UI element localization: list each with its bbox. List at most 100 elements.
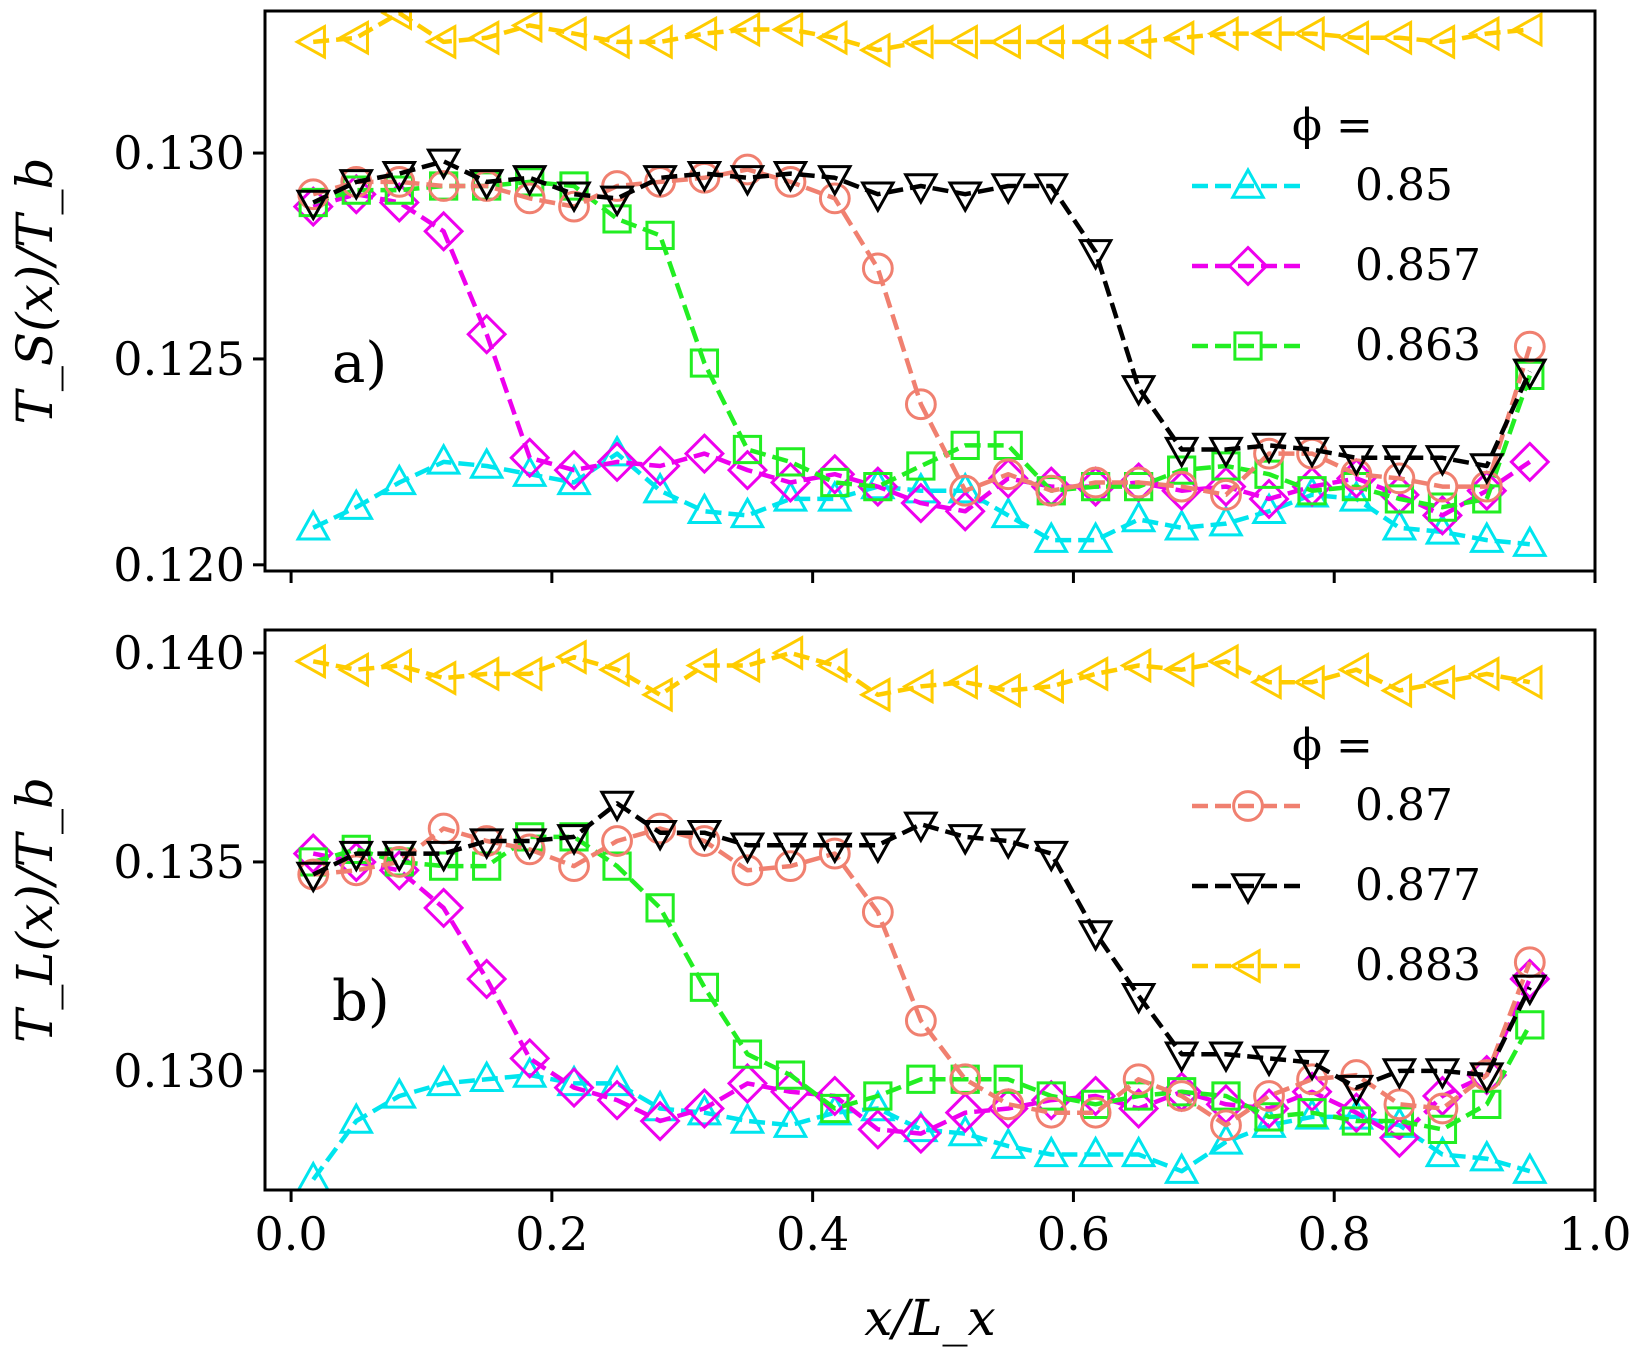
legend-label-phi-087-b: 0.87 [1355, 780, 1453, 831]
point-phi-0877-a-2 [381, 160, 418, 193]
point-phi-087-a-18 [1079, 466, 1112, 499]
panel-a: 0.120 0.125 0.130 T_S(x)/T_b a) ϕ = 0.85 0.… [6, 9, 1597, 592]
point-phi-087-a-16 [992, 458, 1025, 491]
x-ticks-b: 0.0 0.2 0.4 0.6 0.8 1.0 [255, 1190, 1632, 1261]
point-phi-0877-a-16 [990, 173, 1026, 206]
point-phi-085-b-7 [599, 1064, 635, 1097]
point-phi-0877-a-6 [556, 181, 592, 214]
point-phi-0883-b-14 [901, 668, 934, 705]
legend-label-phi-0863-a: 0.863 [1355, 320, 1481, 371]
point-phi-0863-a-0 [298, 187, 328, 218]
point-phi-087-a-27 [1470, 470, 1503, 503]
point-phi-0883-b-4 [467, 656, 500, 692]
point-phi-087-b-5 [513, 833, 546, 866]
point-phi-0877-a-10 [729, 165, 766, 197]
legend-label-phi-085-a: 0.85 [1355, 160, 1453, 211]
point-phi-0883-a-14 [901, 24, 934, 60]
point-phi-0877-a-3 [425, 148, 462, 181]
point-phi-0877-a-0 [295, 189, 332, 222]
y-axis-label-a: T_S(x)/T_b [6, 157, 64, 424]
point-phi-0857-a-28 [1509, 441, 1551, 483]
point-phi-087-a-2 [383, 165, 416, 198]
point-phi-087-a-22 [1253, 437, 1285, 470]
point-phi-0863-a-13 [863, 471, 893, 502]
point-phi-0883-b-10 [728, 647, 761, 684]
legend-marker-phi-0877-b [1230, 873, 1266, 906]
point-phi-085-a-9 [686, 492, 723, 524]
point-phi-0877-b-4 [468, 828, 505, 861]
point-phi-087-b-26 [1426, 1092, 1459, 1125]
point-phi-087-a-21 [1210, 478, 1242, 511]
point-phi-0857-b-4 [466, 958, 508, 1000]
x-ticks-a [289, 571, 1597, 583]
point-phi-085-b-18 [1077, 1135, 1114, 1168]
point-phi-087-b-23 [1296, 1063, 1328, 1096]
point-phi-087-a-3 [427, 170, 460, 202]
point-phi-085-a-28 [1512, 525, 1548, 557]
point-phi-085-b-2 [381, 1076, 418, 1109]
point-phi-085-b-15 [947, 1114, 983, 1147]
x-tick-label-b-5: 1.0 [1558, 1207, 1631, 1261]
point-phi-085-b-21 [1208, 1122, 1244, 1155]
x-tick-label-b-2: 0.4 [776, 1207, 849, 1261]
point-phi-0877-b-16 [990, 828, 1026, 861]
point-phi-085-b-6 [556, 1064, 592, 1097]
y-ticks-b: 0.130 0.135 0.140 [113, 626, 265, 1098]
point-phi-0883-b-24 [1337, 651, 1370, 688]
point-phi-0883-b-25 [1380, 672, 1413, 709]
legend-marker-phi-085-a [1230, 166, 1266, 199]
panel-b: 0.130 0.135 0.140 0.0 0.2 0.4 0.6 0.8 1.0 T_L(x… [6, 626, 1632, 1347]
point-phi-087-a-24 [1340, 458, 1373, 491]
point-phi-085-b-1 [338, 1101, 375, 1134]
point-phi-085-b-26 [1424, 1135, 1461, 1168]
y-tick-label-a-1: 0.125 [113, 332, 245, 386]
point-phi-0857-b-7 [596, 1079, 638, 1121]
point-phi-0863-b-25 [1384, 1106, 1415, 1136]
point-phi-0857-b-8 [639, 1100, 681, 1142]
point-phi-0877-b-13 [860, 832, 896, 865]
point-phi-087-b-20 [1165, 1080, 1198, 1112]
point-phi-085-a-27 [1469, 521, 1505, 553]
series-line-phi-087-a [312, 167, 1532, 498]
point-phi-0883-a-6 [554, 15, 587, 52]
point-phi-0863-b-7 [602, 851, 632, 881]
point-phi-087-b-12 [818, 837, 851, 870]
point-phi-0863-a-1 [341, 175, 371, 205]
point-phi-0877-b-14 [903, 811, 939, 844]
point-phi-0877-a-26 [1424, 445, 1461, 477]
point-phi-0877-a-28 [1512, 358, 1548, 391]
point-phi-0883-a-21 [1206, 15, 1239, 52]
point-phi-087-b-10 [731, 854, 764, 887]
point-phi-0863-a-21 [1211, 451, 1241, 481]
point-phi-085-b-17 [1033, 1135, 1070, 1168]
point-phi-0883-a-2 [380, 11, 413, 31]
point-phi-0883-b-27 [1467, 656, 1500, 692]
point-phi-0877-a-7 [599, 185, 635, 218]
point-phi-085-a-26 [1424, 512, 1461, 545]
point-phi-0863-b-26 [1427, 1114, 1458, 1145]
series-line-phi-085-b [311, 1072, 1531, 1181]
point-phi-0857-b-16 [987, 1087, 1029, 1130]
point-phi-0863-b-28 [1515, 1010, 1545, 1040]
point-phi-0877-b-5 [511, 828, 548, 861]
point-phi-0857-b-15 [944, 1092, 986, 1134]
point-phi-0877-a-22 [1251, 432, 1287, 465]
point-phi-0877-a-14 [903, 173, 939, 206]
y-tick-label-a-2: 0.130 [113, 126, 245, 180]
point-phi-085-b-0 [296, 1160, 330, 1190]
x-tick-label-b-0: 0.0 [255, 1207, 328, 1261]
point-phi-0877-a-15 [947, 181, 983, 214]
point-phi-0883-a-3 [424, 24, 457, 60]
point-phi-0883-a-28 [1510, 11, 1543, 48]
point-phi-0863-a-26 [1427, 492, 1458, 522]
point-phi-0877-b-20 [1163, 1041, 1200, 1074]
point-phi-085-a-8 [642, 471, 678, 504]
point-phi-0883-a-22 [1249, 15, 1282, 52]
point-phi-0883-a-19 [1119, 24, 1152, 60]
point-phi-085-b-4 [468, 1060, 505, 1092]
point-phi-085-a-20 [1163, 508, 1200, 541]
point-phi-0877-a-5 [511, 165, 548, 197]
point-phi-0857-b-5 [509, 1037, 551, 1079]
point-phi-0883-a-1 [337, 20, 369, 56]
point-phi-0863-a-28 [1515, 360, 1545, 391]
